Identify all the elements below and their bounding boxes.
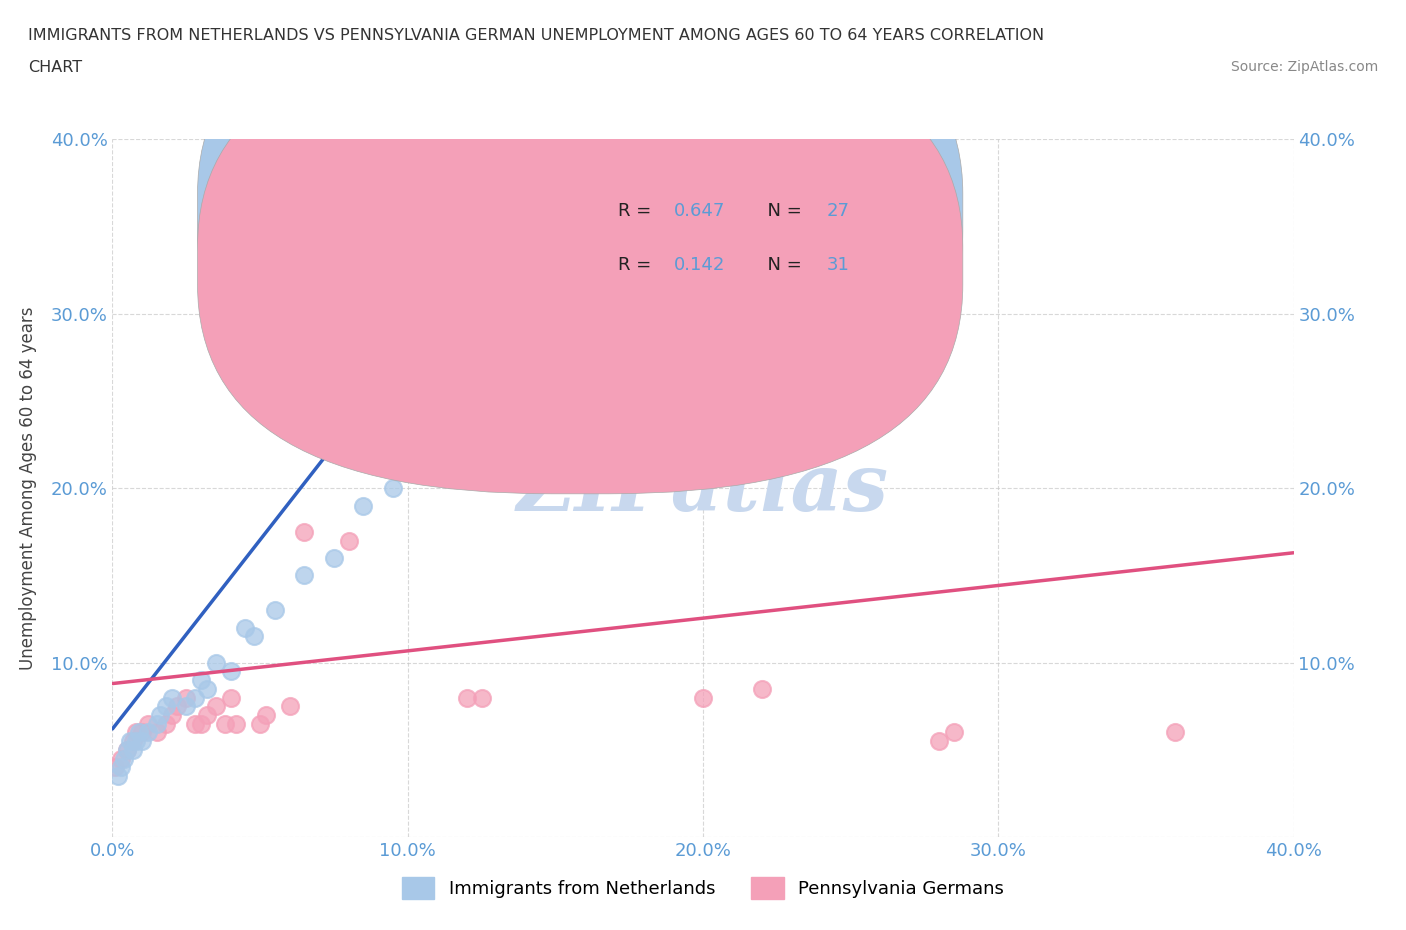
- Text: 0.142: 0.142: [673, 256, 725, 274]
- Point: [117, 742, 138, 757]
- Point: [122, 734, 145, 749]
- Text: R =: R =: [619, 202, 657, 219]
- Point: [292, 568, 315, 583]
- Legend: Immigrants from Netherlands, Pennsylvania Germans: Immigrants from Netherlands, Pennsylvani…: [392, 868, 1014, 909]
- Point: [195, 682, 218, 697]
- Y-axis label: Unemployment Among Ages 60 to 64 years: Unemployment Among Ages 60 to 64 years: [18, 307, 37, 670]
- Point: [1164, 725, 1187, 740]
- Point: [174, 698, 197, 713]
- Point: [352, 498, 374, 513]
- Text: ZIPatlas: ZIPatlas: [517, 449, 889, 527]
- Point: [382, 481, 405, 496]
- Point: [149, 708, 172, 723]
- Text: N =: N =: [756, 202, 807, 219]
- FancyBboxPatch shape: [526, 171, 904, 307]
- Point: [942, 725, 965, 740]
- Point: [155, 716, 177, 731]
- Point: [122, 742, 145, 757]
- Point: [243, 629, 266, 644]
- Point: [155, 698, 177, 713]
- Point: [112, 751, 135, 766]
- Point: [120, 734, 142, 749]
- Text: Source: ZipAtlas.com: Source: ZipAtlas.com: [1230, 60, 1378, 74]
- Point: [131, 725, 153, 740]
- Point: [456, 690, 478, 705]
- Point: [195, 708, 218, 723]
- Point: [278, 698, 301, 713]
- Point: [323, 551, 346, 565]
- Point: [254, 708, 277, 723]
- Point: [166, 698, 188, 713]
- FancyBboxPatch shape: [197, 37, 963, 494]
- Point: [107, 768, 129, 783]
- Point: [131, 734, 153, 749]
- Point: [136, 716, 159, 731]
- Point: [225, 716, 247, 731]
- Point: [128, 725, 150, 740]
- Text: N =: N =: [756, 256, 807, 274]
- Point: [104, 760, 127, 775]
- Point: [160, 708, 183, 723]
- Point: [146, 716, 169, 731]
- Point: [214, 716, 236, 731]
- Point: [249, 716, 271, 731]
- Point: [146, 725, 169, 740]
- Point: [125, 734, 148, 749]
- Point: [136, 725, 159, 740]
- Point: [190, 672, 212, 687]
- Text: IMMIGRANTS FROM NETHERLANDS VS PENNSYLVANIA GERMAN UNEMPLOYMENT AMONG AGES 60 TO: IMMIGRANTS FROM NETHERLANDS VS PENNSYLVA…: [28, 28, 1045, 43]
- Point: [160, 690, 183, 705]
- Point: [219, 664, 242, 679]
- Point: [233, 620, 256, 635]
- Text: 27: 27: [827, 202, 851, 219]
- Point: [292, 525, 315, 539]
- Point: [692, 690, 714, 705]
- FancyBboxPatch shape: [197, 0, 963, 441]
- Text: CHART: CHART: [28, 60, 82, 75]
- Point: [125, 725, 148, 740]
- Point: [337, 533, 360, 548]
- Text: 31: 31: [827, 256, 849, 274]
- Point: [928, 734, 950, 749]
- Point: [117, 742, 138, 757]
- Point: [470, 690, 494, 705]
- Point: [205, 656, 228, 671]
- Point: [205, 698, 228, 713]
- Point: [219, 690, 242, 705]
- Point: [184, 690, 207, 705]
- Point: [110, 751, 132, 766]
- Point: [174, 690, 197, 705]
- Point: [190, 716, 212, 731]
- Text: R =: R =: [619, 256, 657, 274]
- Text: 0.647: 0.647: [673, 202, 725, 219]
- Point: [184, 716, 207, 731]
- Point: [264, 603, 287, 618]
- Point: [110, 760, 132, 775]
- Point: [751, 682, 773, 697]
